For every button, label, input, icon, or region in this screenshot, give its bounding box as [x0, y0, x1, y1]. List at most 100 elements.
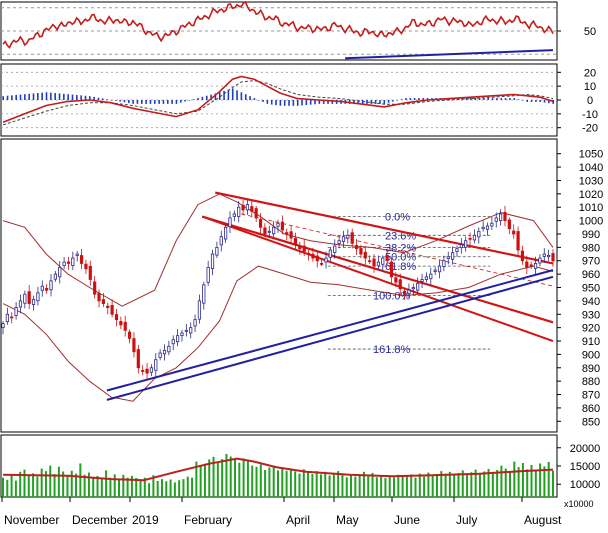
macd-histogram-bar	[106, 99, 108, 100]
date-label: February	[184, 513, 232, 527]
volume-bar	[534, 470, 537, 497]
candle-body	[276, 222, 280, 227]
macd-histogram-bar	[140, 100, 143, 104]
channel-upper-line	[214, 191, 554, 265]
volume-bar	[547, 461, 550, 497]
volume-bar	[405, 475, 408, 497]
macd-histogram-bar	[166, 100, 169, 104]
volume-bar	[14, 480, 17, 497]
volume-bar	[311, 474, 314, 497]
candle-body	[36, 292, 40, 302]
macd-histogram-bar	[119, 100, 121, 102]
volume-bar	[251, 465, 254, 497]
macd-histogram-bar	[188, 100, 191, 101]
candle-body	[110, 304, 114, 315]
macd-histogram-bar	[470, 98, 472, 100]
candle-body	[254, 208, 258, 219]
price-tick-label: 1040	[579, 162, 603, 174]
macd-histogram-bar	[50, 92, 52, 100]
volume-bar	[122, 474, 125, 497]
candle-body	[485, 225, 490, 230]
price-tick-label: 940	[582, 296, 600, 308]
candle-body	[167, 345, 171, 353]
candle-body	[184, 329, 188, 332]
date-label: June	[394, 513, 420, 527]
volume-bar	[264, 470, 267, 497]
macd-histogram-bar	[509, 98, 511, 100]
macd-histogram-bar	[171, 100, 173, 104]
volume-bar	[474, 469, 477, 497]
volume-bar	[362, 471, 365, 497]
macd-tick-label: 10	[584, 81, 596, 93]
volume-bar	[517, 467, 520, 497]
candle-body	[302, 245, 306, 252]
candle-body	[359, 248, 363, 255]
candle-body	[241, 204, 245, 211]
macd-histogram-bar	[374, 100, 377, 104]
macd-histogram-bar	[504, 98, 507, 100]
volume-bar	[212, 456, 215, 497]
volume-bar	[92, 477, 95, 497]
candle-body	[490, 222, 494, 227]
volume-bar	[461, 470, 464, 497]
candle-body	[162, 349, 167, 355]
date-label: April	[286, 513, 310, 527]
volume-bar	[277, 470, 279, 497]
volume-bar	[83, 474, 86, 497]
volume-bar	[238, 462, 241, 497]
volume-bar	[135, 478, 138, 497]
date-label: August	[524, 513, 562, 527]
macd-histogram-bar	[76, 94, 78, 100]
price-tick-label: 1020	[579, 189, 603, 201]
support-trendline-lower	[106, 275, 554, 401]
macd-histogram-bar	[184, 100, 186, 102]
volume-bar	[341, 475, 344, 497]
volume-bar	[268, 467, 271, 497]
candle-body	[551, 253, 555, 262]
fib-level-label: 0.0%	[385, 212, 410, 224]
candle-body	[88, 265, 92, 280]
volume-bar	[130, 475, 133, 497]
macd-histogram-bar	[500, 98, 503, 100]
macd-histogram-bar	[102, 98, 104, 100]
volume-unit-label: x10000	[564, 499, 594, 509]
fib-level-label: 61.8%	[385, 261, 416, 273]
volume-bar	[139, 479, 142, 497]
price-tick-label: 980	[582, 242, 600, 254]
candle-body	[5, 313, 9, 323]
volume-bar	[315, 471, 318, 497]
candle-body	[106, 305, 110, 308]
candle-body	[333, 245, 337, 253]
macd-histogram-bar	[231, 88, 234, 100]
volume-bar	[328, 475, 331, 497]
volume-bar	[496, 470, 499, 497]
volume-bar	[152, 475, 155, 497]
macd-histogram-bar	[149, 100, 152, 104]
macd-tick-label: 0	[587, 95, 593, 107]
candle-body	[101, 299, 105, 304]
volume-bar	[354, 476, 357, 497]
macd-histogram-bar	[383, 100, 386, 104]
volume-bar	[66, 475, 69, 497]
macd-histogram-bar	[288, 100, 290, 106]
candle-body	[464, 240, 468, 248]
candle-body	[429, 273, 433, 280]
volume-bar	[332, 473, 335, 497]
macd-histogram-bar	[400, 99, 403, 100]
macd-histogram-bar	[474, 98, 477, 100]
volume-bar	[414, 477, 417, 497]
volume-bar	[552, 470, 554, 497]
volume-bar	[186, 476, 189, 497]
macd-histogram-bar	[84, 95, 87, 100]
volume-bar	[75, 473, 78, 497]
macd-panel: 20 10 0 -10 -20	[1, 67, 598, 135]
macd-histogram-bar	[97, 97, 100, 100]
volume-bar	[62, 471, 65, 497]
candle-body	[346, 234, 350, 239]
macd-histogram-bar	[517, 99, 520, 100]
candle-body	[311, 253, 315, 259]
macd-histogram-bar	[54, 93, 56, 100]
candle-body	[224, 226, 228, 240]
macd-histogram-bar	[283, 100, 286, 106]
volume-bar	[337, 471, 340, 497]
